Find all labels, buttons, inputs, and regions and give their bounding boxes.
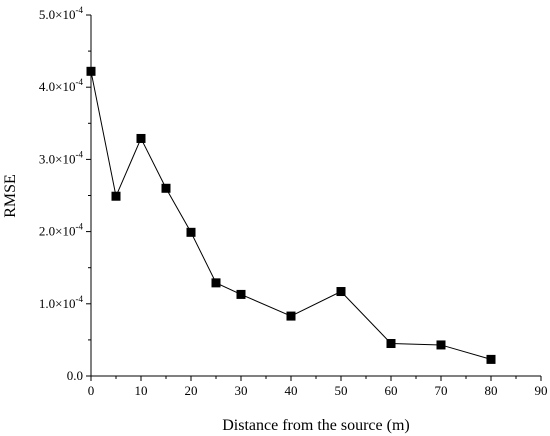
series-line [90, 71, 492, 360]
data-point [236, 289, 246, 299]
data-point [161, 183, 171, 193]
x-tick-label: 70 [435, 383, 448, 398]
y-tick-label: 3.0×10-4 [39, 149, 84, 166]
data-point [286, 311, 296, 321]
series-markers [86, 66, 496, 364]
y-tick-label: 1.0×10-4 [39, 294, 84, 311]
ticks: 0 10 20 30 40 50 60 70 80 90 0.0 1.0×10-4 2.0×10-4 3.… [39, 5, 548, 398]
x-tick-label: 30 [235, 383, 248, 398]
y-tick-label: 2.0×10-4 [39, 222, 84, 239]
data-point [211, 278, 221, 288]
x-tick-label: 0 [88, 383, 95, 398]
x-tick-label: 10 [135, 383, 148, 398]
data-point [436, 340, 446, 350]
x-tick-label: 50 [335, 383, 348, 398]
y-tick-label: 0.0 [67, 368, 83, 383]
y-tick-label: 5.0×10-4 [39, 5, 84, 22]
y-axis-title: RMSE [2, 174, 19, 218]
data-point [136, 133, 146, 143]
x-tick-label: 60 [385, 383, 398, 398]
data-point [111, 191, 121, 201]
data-point [386, 339, 396, 349]
axes [90, 15, 541, 377]
x-tick-label: 40 [285, 383, 298, 398]
x-tick-label: 90 [535, 383, 548, 398]
x-axis-title: Distance from the source (m) [222, 417, 409, 434]
data-point [336, 287, 346, 297]
data-point [186, 227, 196, 237]
x-tick-label: 20 [185, 383, 198, 398]
data-point [86, 66, 96, 76]
y-tick-label: 4.0×10-4 [39, 77, 84, 94]
x-tick-label: 80 [485, 383, 498, 398]
data-point [486, 354, 496, 364]
